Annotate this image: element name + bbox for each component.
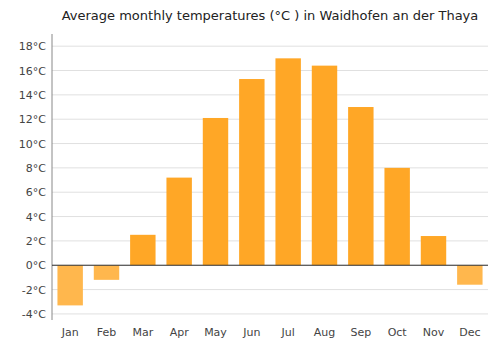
- grid-line: [52, 289, 488, 290]
- y-tick-label: 10°C: [19, 138, 46, 151]
- x-tick-label: Nov: [423, 326, 445, 339]
- y-tick-label: 16°C: [19, 65, 46, 78]
- bar: [421, 236, 446, 265]
- x-axis: Jan Feb Mar Apr May Jun Jul Aug Sep Oct Nov Dec: [61, 326, 481, 339]
- y-axis-line: [52, 34, 53, 320]
- grid-line: [52, 216, 488, 217]
- bar: [348, 107, 373, 265]
- x-tick-label: Aug: [314, 326, 335, 339]
- x-tick-label: Dec: [459, 326, 480, 339]
- bars: [57, 58, 482, 305]
- bar: [57, 265, 82, 305]
- grid-line: [52, 167, 488, 168]
- y-axis: -4°C -2°C 0°C 2°C 4°C 6°C 8°C 10°C 12°C 14°C 16°C 1…: [19, 40, 46, 321]
- bar: [384, 168, 409, 265]
- x-tick-label: Sep: [350, 326, 371, 339]
- x-tick-label: Jun: [242, 326, 260, 339]
- grid-line: [52, 46, 488, 47]
- bar: [239, 79, 264, 265]
- grid-line: [52, 313, 488, 314]
- grid: [52, 46, 488, 314]
- grid-line: [52, 70, 488, 71]
- baseline: [52, 265, 488, 266]
- y-tick-label: 2°C: [26, 235, 46, 248]
- grid-line: [52, 192, 488, 193]
- x-tick-label: May: [204, 326, 227, 339]
- y-tick-label: 14°C: [19, 89, 46, 102]
- grid-line: [52, 143, 488, 144]
- x-tick-label: Apr: [170, 326, 190, 339]
- grid-line: [52, 119, 488, 120]
- y-tick-label: 4°C: [26, 211, 46, 224]
- x-tick-label: Oct: [388, 326, 408, 339]
- grid-line: [52, 94, 488, 95]
- x-tick-label: Jul: [281, 326, 295, 339]
- bar: [275, 58, 300, 265]
- chart: Average monthly temperatures (°C ) in Wa…: [0, 0, 500, 350]
- title: Average monthly temperatures (°C ) in Wa…: [62, 8, 479, 23]
- y-tick-label: 0°C: [26, 259, 46, 272]
- y-tick-label: 6°C: [26, 186, 46, 199]
- bar: [166, 178, 191, 266]
- bar: [203, 118, 228, 265]
- y-tick-label: 12°C: [19, 113, 46, 126]
- bar: [312, 66, 337, 266]
- x-tick-label: Mar: [132, 326, 153, 339]
- bar: [94, 265, 119, 280]
- x-tick-label: Jan: [61, 326, 79, 339]
- bar: [457, 265, 482, 284]
- x-tick-label: Feb: [97, 326, 116, 339]
- y-tick-label: -2°C: [22, 284, 46, 297]
- y-tick-label: -4°C: [22, 308, 46, 321]
- grid-line: [52, 265, 488, 266]
- bar: [130, 235, 155, 265]
- y-tick-label: 8°C: [26, 162, 46, 175]
- y-tick-label: 18°C: [19, 40, 46, 53]
- chart-container: Average monthly temperatures (°C ) in Wa…: [0, 0, 500, 350]
